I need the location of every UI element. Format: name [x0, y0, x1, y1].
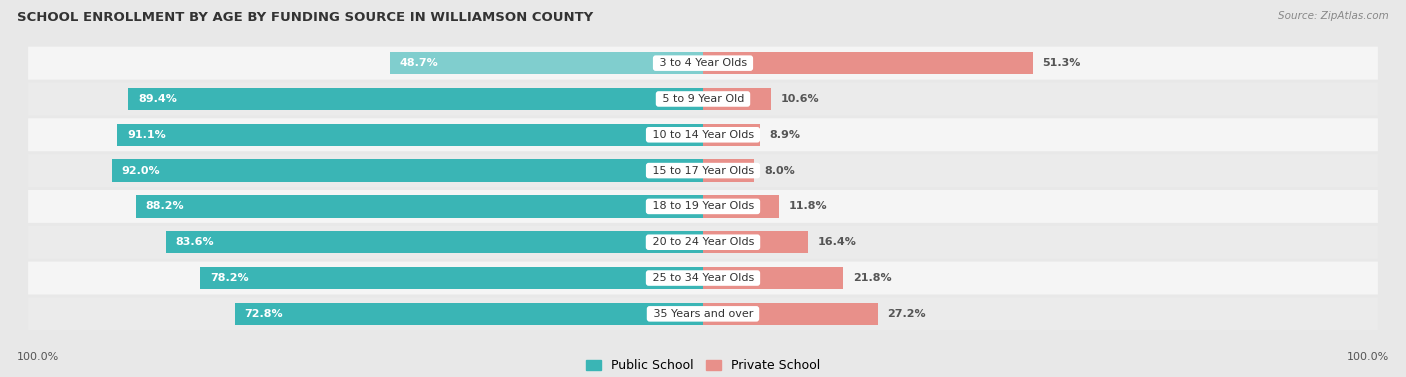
Text: 8.9%: 8.9% [770, 130, 801, 140]
Bar [111, 159, 703, 182]
Bar [703, 159, 755, 182]
Text: 51.3%: 51.3% [1042, 58, 1081, 68]
Text: 89.4%: 89.4% [138, 94, 177, 104]
Text: 91.1%: 91.1% [127, 130, 166, 140]
Bar [703, 124, 761, 146]
FancyBboxPatch shape [28, 47, 1378, 80]
Text: 83.6%: 83.6% [176, 237, 214, 247]
Bar [703, 52, 1033, 74]
Text: 88.2%: 88.2% [146, 201, 184, 211]
Text: 100.0%: 100.0% [1347, 352, 1389, 362]
FancyBboxPatch shape [28, 83, 1378, 115]
FancyBboxPatch shape [28, 118, 1378, 151]
Text: 92.0%: 92.0% [121, 166, 160, 176]
Bar [703, 88, 770, 110]
Text: 11.8%: 11.8% [789, 201, 827, 211]
Text: 21.8%: 21.8% [853, 273, 891, 283]
Bar [235, 303, 703, 325]
Bar [703, 195, 779, 218]
FancyBboxPatch shape [28, 190, 1378, 223]
Bar [166, 231, 703, 253]
Text: 10.6%: 10.6% [780, 94, 820, 104]
Bar [703, 303, 877, 325]
FancyBboxPatch shape [28, 154, 1378, 187]
Text: 78.2%: 78.2% [209, 273, 249, 283]
FancyBboxPatch shape [28, 226, 1378, 259]
Legend: Public School, Private School: Public School, Private School [581, 354, 825, 377]
Text: 3 to 4 Year Olds: 3 to 4 Year Olds [655, 58, 751, 68]
Text: 16.4%: 16.4% [818, 237, 856, 247]
Text: Source: ZipAtlas.com: Source: ZipAtlas.com [1278, 11, 1389, 21]
Bar [201, 267, 703, 289]
Text: 48.7%: 48.7% [399, 58, 439, 68]
Text: 72.8%: 72.8% [245, 309, 284, 319]
Text: 10 to 14 Year Olds: 10 to 14 Year Olds [648, 130, 758, 140]
Bar [389, 52, 703, 74]
Bar [703, 267, 844, 289]
Text: 100.0%: 100.0% [17, 352, 59, 362]
Text: 35 Years and over: 35 Years and over [650, 309, 756, 319]
Bar [136, 195, 703, 218]
Text: 27.2%: 27.2% [887, 309, 927, 319]
FancyBboxPatch shape [28, 297, 1378, 330]
Text: 25 to 34 Year Olds: 25 to 34 Year Olds [648, 273, 758, 283]
Text: SCHOOL ENROLLMENT BY AGE BY FUNDING SOURCE IN WILLIAMSON COUNTY: SCHOOL ENROLLMENT BY AGE BY FUNDING SOUR… [17, 11, 593, 24]
Text: 15 to 17 Year Olds: 15 to 17 Year Olds [648, 166, 758, 176]
Bar [703, 231, 808, 253]
Bar [118, 124, 703, 146]
Text: 8.0%: 8.0% [763, 166, 794, 176]
Bar [128, 88, 703, 110]
Text: 18 to 19 Year Olds: 18 to 19 Year Olds [648, 201, 758, 211]
FancyBboxPatch shape [28, 262, 1378, 294]
Text: 20 to 24 Year Olds: 20 to 24 Year Olds [648, 237, 758, 247]
Text: 5 to 9 Year Old: 5 to 9 Year Old [658, 94, 748, 104]
